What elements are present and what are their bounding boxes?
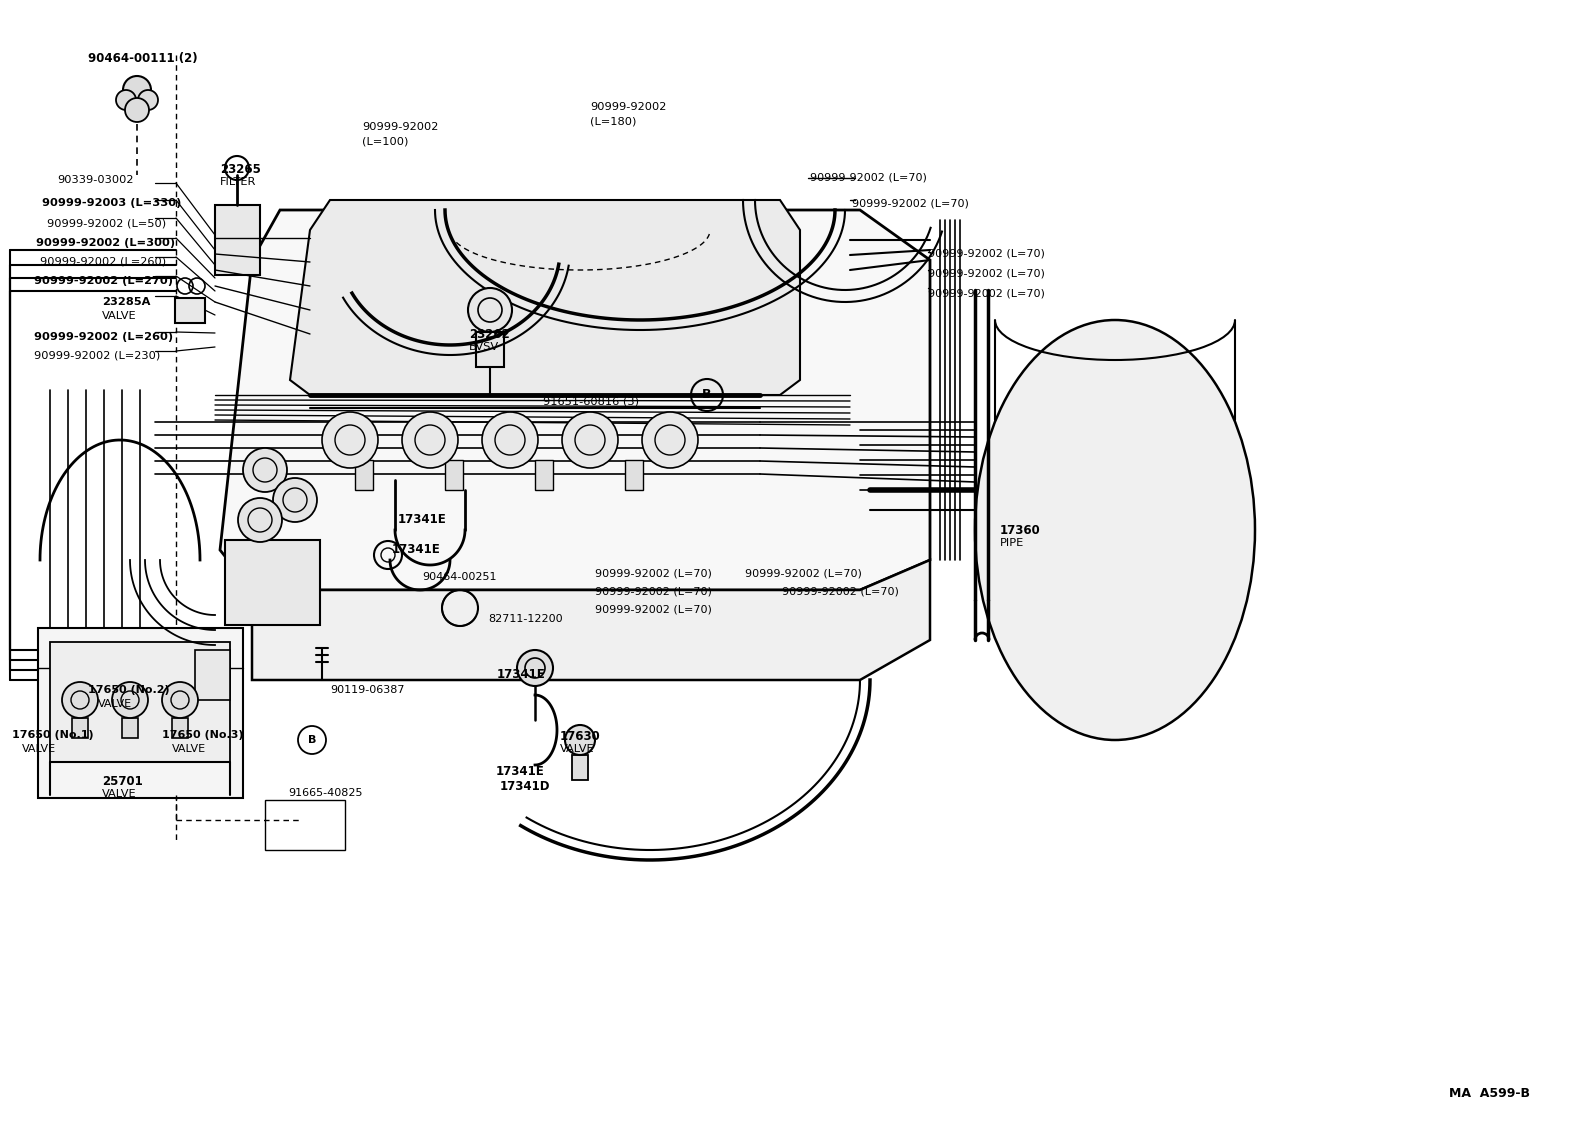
Text: 90999-92002 (L=270): 90999-92002 (L=270) xyxy=(33,276,173,286)
Text: 91651-60816 (3): 91651-60816 (3) xyxy=(543,396,638,406)
Text: 23265: 23265 xyxy=(220,163,261,176)
Ellipse shape xyxy=(976,320,1255,740)
Text: 17650 (No.3): 17650 (No.3) xyxy=(162,730,244,740)
Text: 90119-06387: 90119-06387 xyxy=(329,685,404,695)
Bar xyxy=(195,650,230,699)
Text: 23262: 23262 xyxy=(469,328,510,341)
Circle shape xyxy=(242,447,287,492)
Circle shape xyxy=(125,98,149,122)
Text: VALVE: VALVE xyxy=(98,699,131,709)
Circle shape xyxy=(322,412,379,468)
Bar xyxy=(71,718,89,738)
Bar xyxy=(626,460,643,490)
Text: 90464-00251: 90464-00251 xyxy=(421,572,496,582)
Text: 90999-92002 (L=70): 90999-92002 (L=70) xyxy=(596,586,711,596)
Text: 90999-92002 (L=260): 90999-92002 (L=260) xyxy=(33,332,173,342)
Bar xyxy=(572,755,588,780)
Text: 90999-92002 (L=230): 90999-92002 (L=230) xyxy=(33,351,160,360)
Polygon shape xyxy=(252,560,930,680)
Text: VALVE: VALVE xyxy=(22,744,55,754)
Bar xyxy=(265,800,345,850)
Text: 82711-12200: 82711-12200 xyxy=(488,614,562,624)
Bar xyxy=(215,205,260,275)
Polygon shape xyxy=(220,210,930,590)
Bar xyxy=(38,628,242,798)
Text: BVSV: BVSV xyxy=(469,342,499,353)
Circle shape xyxy=(162,683,198,718)
Bar xyxy=(445,460,463,490)
Text: MA  A599-B: MA A599-B xyxy=(1449,1087,1530,1099)
Text: B: B xyxy=(702,389,711,401)
Circle shape xyxy=(238,498,282,542)
Text: 90999-92002 (L=70): 90999-92002 (L=70) xyxy=(928,268,1045,278)
Text: 17341D: 17341D xyxy=(501,780,551,793)
Text: 90999-92002 (L=70): 90999-92002 (L=70) xyxy=(809,172,927,182)
Circle shape xyxy=(565,725,596,755)
Text: 90999-92002 (L=70): 90999-92002 (L=70) xyxy=(928,247,1045,258)
Bar xyxy=(355,460,372,490)
Circle shape xyxy=(272,478,317,522)
Text: 17341E: 17341E xyxy=(497,668,546,681)
Text: 90999-92002 (L=260): 90999-92002 (L=260) xyxy=(40,257,166,267)
Bar xyxy=(225,540,320,625)
Text: 90999-92002 (L=70): 90999-92002 (L=70) xyxy=(782,586,898,596)
Circle shape xyxy=(116,90,136,110)
Circle shape xyxy=(482,412,539,468)
Text: (L=180): (L=180) xyxy=(589,116,637,127)
Text: VALVE: VALVE xyxy=(561,744,594,754)
Bar xyxy=(174,298,204,323)
Circle shape xyxy=(642,412,699,468)
Text: 17650 (No.2): 17650 (No.2) xyxy=(89,685,169,695)
Bar xyxy=(477,332,504,367)
Text: 91665-40825: 91665-40825 xyxy=(288,788,363,798)
Text: 90999-92002: 90999-92002 xyxy=(589,102,667,112)
Text: 17630: 17630 xyxy=(561,730,600,744)
Text: 90339-03002: 90339-03002 xyxy=(57,175,133,185)
Text: 90999-92002 (L=70): 90999-92002 (L=70) xyxy=(596,568,711,579)
Bar xyxy=(122,718,138,738)
Text: 17360: 17360 xyxy=(1000,524,1041,537)
Text: 17341E: 17341E xyxy=(398,513,447,525)
Text: VALVE: VALVE xyxy=(173,744,206,754)
Text: 90999-92002 (L=70): 90999-92002 (L=70) xyxy=(928,288,1045,298)
Text: 25701: 25701 xyxy=(101,775,143,788)
Text: 90999-92002 (L=70): 90999-92002 (L=70) xyxy=(596,605,711,614)
Polygon shape xyxy=(290,200,800,396)
Circle shape xyxy=(138,90,158,110)
Circle shape xyxy=(562,412,618,468)
Circle shape xyxy=(112,683,147,718)
Circle shape xyxy=(402,412,458,468)
Text: (L=100): (L=100) xyxy=(363,136,409,146)
Text: 17650 (No.1): 17650 (No.1) xyxy=(13,730,93,740)
Text: 90999-92003 (L=330): 90999-92003 (L=330) xyxy=(43,198,182,208)
Text: 23285A: 23285A xyxy=(101,297,150,307)
Text: VALVE: VALVE xyxy=(101,789,136,799)
Text: 17341E: 17341E xyxy=(391,544,440,556)
Text: 90999-92002 (L=70): 90999-92002 (L=70) xyxy=(744,568,862,579)
Text: 17341E: 17341E xyxy=(496,765,545,777)
Text: VALVE: VALVE xyxy=(101,311,136,321)
Text: PIPE: PIPE xyxy=(1000,538,1025,548)
Circle shape xyxy=(124,76,150,104)
Bar xyxy=(535,460,553,490)
Bar xyxy=(51,642,230,762)
Text: 90999-92002 (L=70): 90999-92002 (L=70) xyxy=(852,198,969,208)
Text: FILTER: FILTER xyxy=(220,177,257,186)
Circle shape xyxy=(62,683,98,718)
Bar xyxy=(173,718,188,738)
Text: 90999-92002: 90999-92002 xyxy=(363,122,439,132)
Text: 90999-92002 (L=300): 90999-92002 (L=300) xyxy=(36,238,176,247)
Text: 90999-92002 (L=50): 90999-92002 (L=50) xyxy=(48,218,166,228)
Text: B: B xyxy=(307,734,317,745)
Text: 90464-00111 (2): 90464-00111 (2) xyxy=(89,52,198,66)
Bar xyxy=(38,628,242,798)
Circle shape xyxy=(516,650,553,686)
Circle shape xyxy=(467,288,512,332)
